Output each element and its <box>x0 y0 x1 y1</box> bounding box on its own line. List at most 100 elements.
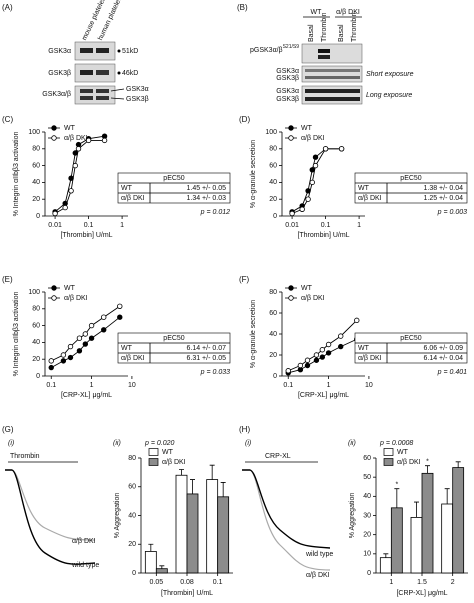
axis <box>281 132 365 217</box>
legend-swatch <box>383 458 394 466</box>
y-axis-label: % Aggregation <box>349 493 356 539</box>
legend-marker <box>51 135 57 141</box>
agonist-label: CRP-XL <box>265 453 291 460</box>
row-label: GSK3α <box>48 48 71 55</box>
bar <box>421 472 434 574</box>
blot-box <box>301 65 363 83</box>
point <box>117 303 123 309</box>
table-cell: WT <box>121 345 133 352</box>
legend-marker <box>288 285 294 291</box>
x-tick-label: 2 <box>451 579 455 586</box>
x-tick-label: 0.1 <box>84 222 94 229</box>
band <box>305 89 360 93</box>
bar <box>441 503 454 574</box>
exposure-label: Long exposure <box>366 92 412 99</box>
x-axis-label: [Thrombin] U/mL <box>161 590 213 597</box>
y-tick-label: 20 <box>269 352 277 359</box>
y-axis-label: % α-granule secretion <box>250 140 257 208</box>
y-tick-label: 60 <box>269 162 277 169</box>
y-axis-label: % Integrin αIIbβ3 activation <box>13 132 20 217</box>
table-cell: 6.14 +/- 0.07 <box>186 345 226 352</box>
y-tick-label: 100 <box>265 129 277 136</box>
bar <box>452 467 465 574</box>
legend-label: WT <box>397 449 409 456</box>
trace <box>5 469 96 565</box>
band <box>305 69 360 72</box>
y-tick-label: 10 <box>363 551 371 558</box>
y-tick-label: 80 <box>128 455 136 462</box>
y-axis-label: % α-granule secretion <box>250 300 257 368</box>
error-bar <box>414 501 419 518</box>
row-label: GSK3β <box>276 75 299 82</box>
table-cell: WT <box>358 185 370 192</box>
y-tick-label: 0 <box>36 373 40 380</box>
trace-label: wild type <box>305 551 333 558</box>
point <box>338 146 345 152</box>
bar <box>206 479 219 574</box>
table-box <box>354 332 468 364</box>
band <box>96 89 109 93</box>
y-tick-label: 60 <box>32 322 40 329</box>
point <box>312 162 319 169</box>
table-box <box>117 172 231 204</box>
y-tick-label: 40 <box>269 179 277 186</box>
point <box>312 154 319 160</box>
row-label-sup: S21/S9 <box>283 44 300 50</box>
x-tick-label: 1 <box>90 382 94 389</box>
blot-a: (A) mouse platelets human platelets GSK3… <box>2 0 149 105</box>
sublabel: (i) <box>8 440 14 447</box>
band <box>80 70 93 75</box>
point <box>88 335 95 341</box>
y-tick-label: 0 <box>367 570 371 577</box>
band <box>305 97 360 101</box>
legend-marker <box>288 295 294 301</box>
legend-label: WT <box>301 285 313 292</box>
axis <box>281 292 365 377</box>
point <box>313 352 320 358</box>
panel-label: (B) <box>237 3 248 12</box>
y-tick-label: 60 <box>32 162 40 169</box>
legend-swatch <box>148 458 159 466</box>
lane-label: Basal <box>308 24 315 42</box>
table-box <box>117 332 231 364</box>
band <box>80 48 93 53</box>
point <box>305 196 311 202</box>
row-label: GSK3α/β <box>42 91 71 98</box>
error-bar <box>190 479 195 494</box>
sublabel: (i) <box>245 440 251 447</box>
x-tick-label: 10 <box>128 382 136 389</box>
blot-box <box>301 85 363 105</box>
point <box>299 206 305 212</box>
point <box>67 343 74 350</box>
table-header: pEC50 <box>400 175 422 182</box>
table-cell: α/β DKI <box>358 195 382 202</box>
panel-label: (E) <box>2 275 13 284</box>
point <box>67 354 74 361</box>
y-tick-label: 60 <box>363 455 371 462</box>
x-tick-label: 0.1 <box>321 222 331 229</box>
band-label: GSK3α <box>126 86 149 93</box>
bar <box>186 493 199 574</box>
sublabel: (ii) <box>348 440 356 447</box>
table-cell: 1.25 +/- 0.04 <box>423 195 463 202</box>
legend-label: WT <box>64 285 76 292</box>
band <box>96 70 109 75</box>
table-cell: 1.34 +/- 0.03 <box>186 195 226 202</box>
y-tick-label: 60 <box>269 310 277 317</box>
trace-label: α/β DKI <box>306 572 330 579</box>
marker-label: 51kD <box>122 48 138 55</box>
significance: * <box>395 482 398 489</box>
point <box>62 204 68 211</box>
pointer <box>110 97 125 100</box>
x-tick-label: 0.1 <box>213 579 223 586</box>
y-axis-label: % Integrin αIIbβ3 activation <box>13 292 20 377</box>
band <box>318 49 330 53</box>
point <box>319 354 326 360</box>
p-value: p = 0.033 <box>200 369 230 376</box>
x-tick-label: 1 <box>357 222 361 229</box>
legend-label: WT <box>162 449 174 456</box>
point <box>325 341 332 348</box>
x-axis-label: [CRP-XL] μg/mL <box>396 590 447 597</box>
band <box>80 96 93 100</box>
p-value: p = 0.020 <box>144 440 174 447</box>
